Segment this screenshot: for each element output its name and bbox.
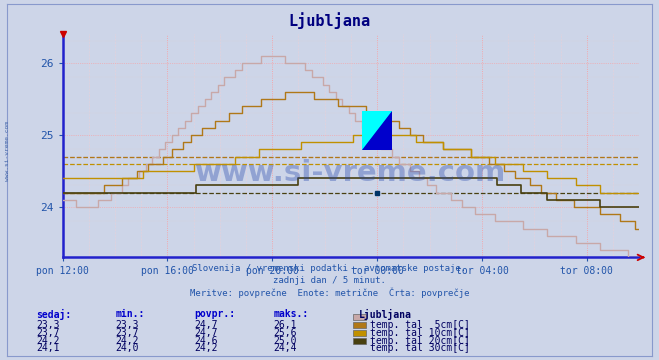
Text: 24,7: 24,7 — [194, 328, 218, 338]
Text: 25,0: 25,0 — [273, 336, 297, 346]
Text: temp. tal 10cm[C]: temp. tal 10cm[C] — [370, 328, 471, 338]
Text: www.si-vreme.com: www.si-vreme.com — [5, 121, 11, 181]
Text: 24,0: 24,0 — [115, 343, 139, 354]
Text: 23,3: 23,3 — [115, 320, 139, 330]
Text: 24,2: 24,2 — [194, 343, 218, 354]
Text: 23,7: 23,7 — [36, 328, 60, 338]
Text: 24,1: 24,1 — [36, 343, 60, 354]
Text: Ljubljana: Ljubljana — [359, 309, 412, 320]
Text: Slovenija / vremenski podatki - avtomatske postaje.: Slovenija / vremenski podatki - avtomats… — [192, 264, 467, 273]
Text: Ljubljana: Ljubljana — [289, 13, 370, 30]
Text: 24,6: 24,6 — [194, 336, 218, 346]
Text: 24,7: 24,7 — [194, 320, 218, 330]
Polygon shape — [362, 111, 392, 150]
Text: temp. tal  5cm[C]: temp. tal 5cm[C] — [370, 320, 471, 330]
Text: Meritve: povprečne  Enote: metrične  Črta: povprečje: Meritve: povprečne Enote: metrične Črta:… — [190, 288, 469, 298]
Text: 25,6: 25,6 — [273, 328, 297, 338]
Text: 23,7: 23,7 — [115, 328, 139, 338]
Text: 24,2: 24,2 — [115, 336, 139, 346]
Text: temp. tal 20cm[C]: temp. tal 20cm[C] — [370, 336, 471, 346]
Text: maks.:: maks.: — [273, 309, 308, 319]
Text: min.:: min.: — [115, 309, 145, 319]
Text: zadnji dan / 5 minut.: zadnji dan / 5 minut. — [273, 276, 386, 285]
Text: 23,3: 23,3 — [36, 320, 60, 330]
Text: 24,4: 24,4 — [273, 343, 297, 354]
Text: 24,2: 24,2 — [36, 336, 60, 346]
Polygon shape — [362, 111, 392, 150]
Text: sedaj:: sedaj: — [36, 309, 71, 320]
Text: www.si-vreme.com: www.si-vreme.com — [195, 159, 507, 186]
Text: temp. tal 30cm[C]: temp. tal 30cm[C] — [370, 343, 471, 354]
Text: povpr.:: povpr.: — [194, 309, 235, 319]
Text: 26,1: 26,1 — [273, 320, 297, 330]
